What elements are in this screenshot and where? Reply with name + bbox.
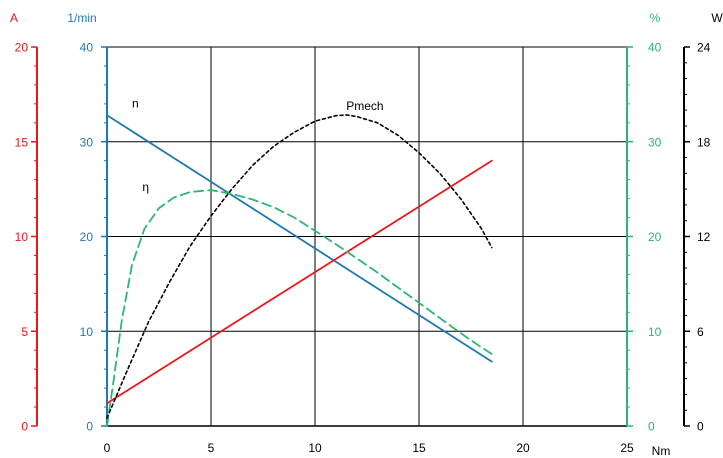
y-axis-unit-rpm: 1/min bbox=[67, 11, 96, 25]
y-tick-label-pct: 40 bbox=[648, 41, 662, 55]
y-tick-label-pct: 20 bbox=[648, 230, 662, 244]
y-tick-label-A: 20 bbox=[15, 41, 29, 55]
series-label-η: η bbox=[142, 180, 149, 194]
y-tick-label-W: 6 bbox=[697, 325, 704, 339]
y-tick-label-rpm: 30 bbox=[80, 135, 94, 149]
series-label-n: n bbox=[132, 97, 139, 111]
y-tick-label-rpm: 10 bbox=[80, 325, 94, 339]
y-tick-label-pct: 0 bbox=[648, 420, 655, 434]
x-axis-unit: Nm bbox=[652, 444, 671, 458]
axes: 0 5 10 15 20 25 Nm 0 5 10 15 20 A 0 10 20 30 40 1/min 0 10 20… bbox=[10, 11, 723, 458]
y-tick-label-W: 18 bbox=[697, 135, 711, 149]
y-tick-label-W: 12 bbox=[697, 230, 711, 244]
y-tick-label-W: 24 bbox=[697, 41, 711, 55]
y-tick-label-rpm: 40 bbox=[80, 41, 94, 55]
x-tick-label: 5 bbox=[208, 441, 215, 455]
y-tick-label-pct: 30 bbox=[648, 135, 662, 149]
x-tick-label: 10 bbox=[308, 441, 322, 455]
y-tick-label-pct: 10 bbox=[648, 325, 662, 339]
y-axis-unit-pct: % bbox=[650, 11, 661, 25]
y-tick-label-A: 0 bbox=[21, 420, 28, 434]
y-tick-label-A: 5 bbox=[21, 325, 28, 339]
y-tick-label-A: 10 bbox=[15, 230, 29, 244]
y-tick-label-rpm: 0 bbox=[86, 420, 93, 434]
series-line-Pmech bbox=[106, 114, 493, 419]
series-label-Pmech: Pmech bbox=[346, 99, 383, 113]
x-tick-label: 0 bbox=[104, 441, 111, 455]
series-labels: nIηPmech bbox=[132, 97, 384, 194]
series-line-η bbox=[106, 189, 493, 427]
y-tick-label-W: 0 bbox=[697, 420, 704, 434]
y-axis-unit-W: W bbox=[711, 11, 723, 25]
y-tick-label-A: 15 bbox=[15, 135, 29, 149]
series-line-I bbox=[106, 159, 493, 405]
series bbox=[106, 114, 493, 427]
x-tick-label: 15 bbox=[412, 441, 426, 455]
y-tick-label-rpm: 20 bbox=[80, 230, 94, 244]
x-tick-label: 25 bbox=[620, 441, 634, 455]
y-axis-unit-A: A bbox=[10, 11, 18, 25]
x-tick-label: 20 bbox=[516, 441, 530, 455]
series-line-n bbox=[106, 114, 493, 363]
